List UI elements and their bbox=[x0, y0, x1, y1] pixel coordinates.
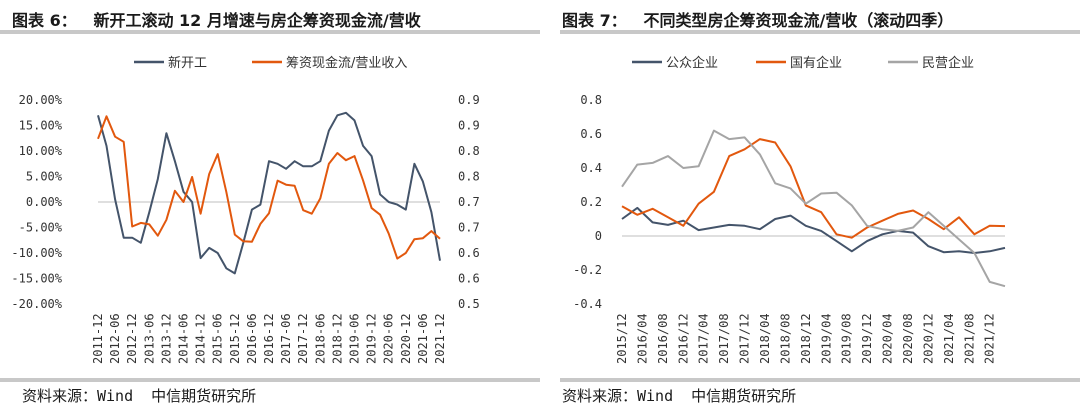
x-tick-label: 2014-06 bbox=[177, 313, 191, 364]
right-figure-title: 图表 7： 不同类型房企筹资现金流/营收（滚动四季） bbox=[562, 7, 953, 31]
x-tick-label: 2019/12 bbox=[860, 313, 874, 364]
x-tick-label: 2019-12 bbox=[365, 313, 379, 364]
x-tick-label: 2020/04 bbox=[881, 313, 895, 364]
y-right-tick-label: 0.8 bbox=[458, 170, 480, 184]
y-right-tick-label: 0.7 bbox=[458, 195, 480, 209]
y-right-tick-label: 0.9 bbox=[458, 93, 480, 107]
x-tick-label: 2020/08 bbox=[901, 313, 915, 364]
left-panel: 图表 6： 新开工滚动 12 月增速与房企筹资现金流/营收 20.00% 15.0… bbox=[0, 7, 540, 405]
y-left-tick-label: 10.00% bbox=[19, 144, 63, 158]
series-line-state bbox=[621, 138, 1006, 239]
x-tick-label: 2017-12 bbox=[296, 313, 310, 364]
x-tick-label: 2017/12 bbox=[738, 313, 752, 364]
left-title-text: 新开工滚动 12 月增速与房企筹资现金流/营收 bbox=[93, 11, 421, 30]
x-tick-label: 2021-12 bbox=[433, 313, 447, 364]
x-tick-label: 2021/04 bbox=[942, 313, 956, 364]
left-figure-title: 图表 6： 新开工滚动 12 月增速与房企筹资现金流/营收 bbox=[12, 7, 421, 31]
y-tick-label: 0.8 bbox=[580, 93, 602, 107]
x-tick-label: 2016-12 bbox=[262, 313, 276, 364]
legend-label-financing-ratio: 筹资现金流/营业收入 bbox=[286, 55, 407, 71]
right-top-rule bbox=[560, 30, 1080, 34]
legend-label-private: 民营企业 bbox=[922, 55, 974, 71]
x-tick-label: 2020/12 bbox=[921, 313, 935, 364]
left-chart: 20.00% 15.00% 10.00% 5.00% 0.00% -5.00% -10.00… bbox=[11, 55, 480, 364]
x-tick-label: 2018/12 bbox=[799, 313, 813, 364]
y-tick-label: 0.2 bbox=[580, 195, 602, 209]
x-tick-label: 2017/04 bbox=[697, 313, 711, 364]
y-left-tick-label: -20.00% bbox=[11, 297, 62, 311]
y-tick-label: 0.6 bbox=[580, 127, 602, 141]
y-right-tick-label: 0.6 bbox=[458, 272, 480, 286]
legend-label-state: 国有企业 bbox=[790, 55, 842, 71]
legend-label-public: 公众企业 bbox=[666, 55, 718, 71]
x-tick-label: 2018/08 bbox=[778, 313, 792, 364]
y-left-tick-label: 0.00% bbox=[26, 195, 63, 209]
right-chart: 0.8 0.6 0.4 0.2 0 -0.2 -0.4 2015/12 2016/04 2016/… bbox=[573, 55, 1006, 364]
x-tick-label: 2019/08 bbox=[840, 313, 854, 364]
x-tick-label: 2013-06 bbox=[142, 313, 156, 364]
left-fig-label: 图表 6： bbox=[12, 11, 77, 30]
x-tick-label: 2016/08 bbox=[656, 313, 670, 364]
y-tick-label: -0.2 bbox=[573, 263, 602, 277]
x-tick-label: 2018/04 bbox=[758, 313, 772, 364]
y-tick-label: -0.4 bbox=[573, 297, 602, 311]
y-left-tick-label: -5.00% bbox=[19, 221, 63, 235]
y-tick-label: 0 bbox=[595, 229, 602, 243]
y-right-tick-label: 0.7 bbox=[458, 221, 480, 235]
right-fig-label: 图表 7： bbox=[562, 11, 627, 30]
x-tick-label: 2012-06 bbox=[108, 313, 122, 364]
y-right-tick-label: 0.6 bbox=[458, 246, 480, 260]
x-tick-label: 2015/12 bbox=[615, 313, 629, 364]
x-tick-label: 2021/12 bbox=[983, 313, 997, 364]
y-left-tick-label: -10.00% bbox=[11, 246, 62, 260]
right-title-text: 不同类型房企筹资现金流/营收（滚动四季） bbox=[643, 11, 954, 30]
x-tick-label: 2015-06 bbox=[211, 313, 225, 364]
legend: 公众企业 国有企业 民营企业 bbox=[632, 55, 974, 71]
right-bottom-rule bbox=[560, 378, 1080, 382]
y-right-tick-label: 0.8 bbox=[458, 144, 480, 158]
x-tick-label: 2019/04 bbox=[819, 313, 833, 364]
x-tick-label: 2014-12 bbox=[194, 313, 208, 364]
x-tick-label: 2016-06 bbox=[245, 313, 259, 364]
x-tick-label: 2011-12 bbox=[91, 313, 105, 364]
x-tick-label: 2020-06 bbox=[382, 313, 396, 364]
y-left-tick-label: 20.00% bbox=[19, 93, 63, 107]
left-top-rule bbox=[0, 30, 540, 34]
x-tick-label: 2015-12 bbox=[228, 313, 242, 364]
series-line-financing-ratio bbox=[97, 115, 441, 260]
y-right-tick-label: 0.9 bbox=[458, 119, 480, 133]
legend-label-new-starts: 新开工 bbox=[168, 55, 207, 71]
right-panel: 图表 7： 不同类型房企筹资现金流/营收（滚动四季） 0.8 0.6 0.4 0.2 0… bbox=[560, 0, 1080, 410]
x-tick-label: 2016/04 bbox=[635, 313, 649, 364]
right-source-note: 资料来源：Wind 中信期货研究所 bbox=[562, 387, 797, 405]
x-tick-label: 2021-06 bbox=[416, 313, 430, 364]
y-tick-label: 0.4 bbox=[580, 161, 602, 175]
y-right-tick-label: 0.5 bbox=[458, 297, 480, 311]
x-tick-label: 2021/08 bbox=[962, 313, 976, 364]
x-tick-label: 2018-06 bbox=[313, 313, 327, 364]
left-source-note: 资料来源：Wind 中信期货研究所 bbox=[22, 387, 257, 405]
series-line-new-starts bbox=[97, 111, 441, 275]
x-tick-label: 2012-12 bbox=[125, 313, 139, 364]
x-tick-label: 2018-12 bbox=[330, 313, 344, 364]
y-left-tick-label: 5.00% bbox=[26, 170, 63, 184]
legend: 新开工 筹资现金流/营业收入 bbox=[134, 55, 407, 71]
left-bottom-rule bbox=[0, 378, 540, 382]
x-tick-label: 2017/08 bbox=[717, 313, 731, 364]
y-left-tick-label: -15.00% bbox=[11, 272, 62, 286]
x-tick-label: 2013-12 bbox=[159, 313, 173, 364]
x-tick-label: 2019-06 bbox=[348, 313, 362, 364]
y-left-tick-label: 15.00% bbox=[19, 119, 63, 133]
x-tick-label: 2016/12 bbox=[676, 313, 690, 364]
x-tick-label: 2020-12 bbox=[399, 313, 413, 364]
x-tick-label: 2017-06 bbox=[279, 313, 293, 364]
series-line-private bbox=[621, 129, 1006, 288]
